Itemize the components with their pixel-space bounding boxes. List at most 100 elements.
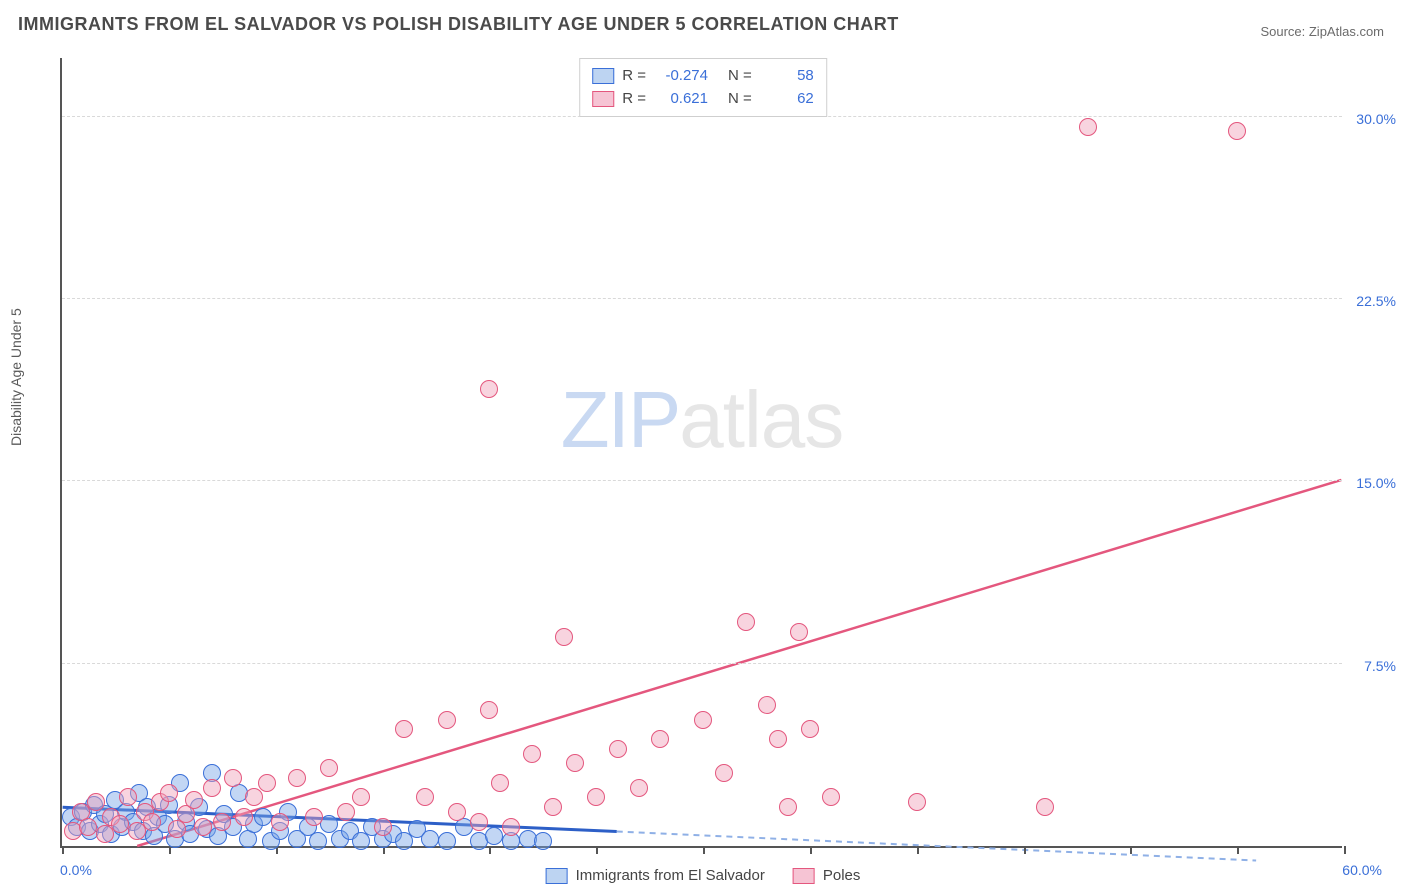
data-point: [111, 815, 129, 833]
data-point: [1228, 122, 1246, 140]
data-point: [288, 769, 306, 787]
data-point: [769, 730, 787, 748]
data-point: [185, 791, 203, 809]
legend-swatch: [592, 68, 614, 84]
data-point: [352, 788, 370, 806]
data-point: [305, 808, 323, 826]
data-point: [235, 808, 253, 826]
data-point: [908, 793, 926, 811]
data-point: [213, 813, 231, 831]
data-point: [416, 788, 434, 806]
y-tick-label: 15.0%: [1356, 475, 1396, 491]
x-tick: [1344, 846, 1346, 854]
data-point: [544, 798, 562, 816]
y-tick-label: 7.5%: [1364, 658, 1396, 674]
data-point: [609, 740, 627, 758]
data-point: [337, 803, 355, 821]
r-value: 0.621: [654, 88, 708, 111]
data-point: [485, 827, 503, 845]
gridline: [62, 298, 1342, 299]
r-value: -0.274: [654, 65, 708, 88]
data-point: [438, 711, 456, 729]
x-tick: [1024, 846, 1026, 854]
x-axis-min-label: 0.0%: [60, 862, 92, 878]
x-axis-max-label: 60.0%: [1342, 862, 1382, 878]
data-point: [790, 623, 808, 641]
n-label: N =: [728, 88, 752, 111]
x-tick: [596, 846, 598, 854]
data-point: [119, 788, 137, 806]
data-point: [694, 711, 712, 729]
data-point: [194, 818, 212, 836]
data-point: [502, 818, 520, 836]
data-point: [801, 720, 819, 738]
data-point: [203, 779, 221, 797]
data-point: [534, 832, 552, 850]
x-tick: [703, 846, 705, 854]
n-value: 62: [760, 88, 814, 111]
x-tick: [62, 846, 64, 854]
data-point: [143, 813, 161, 831]
data-point: [320, 759, 338, 777]
data-point: [480, 701, 498, 719]
legend-swatch: [592, 91, 614, 107]
data-point: [309, 832, 327, 850]
trend-line-extrapolated: [617, 831, 1256, 860]
data-point: [160, 784, 178, 802]
data-point: [822, 788, 840, 806]
x-tick: [917, 846, 919, 854]
data-point: [87, 793, 105, 811]
data-point: [374, 818, 392, 836]
data-point: [421, 830, 439, 848]
n-label: N =: [728, 65, 752, 88]
y-axis-label: Disability Age Under 5: [8, 308, 24, 446]
data-point: [254, 808, 272, 826]
legend-series-label: Immigrants from El Salvador: [576, 867, 765, 884]
legend-correlation-row: R = 0.621 N = 62: [592, 88, 814, 111]
data-point: [715, 764, 733, 782]
data-point: [566, 754, 584, 772]
data-point: [555, 628, 573, 646]
data-point: [737, 613, 755, 631]
data-point: [1079, 118, 1097, 136]
data-point: [438, 832, 456, 850]
gridline: [62, 480, 1342, 481]
x-tick: [1130, 846, 1132, 854]
data-point: [758, 696, 776, 714]
chart-title: IMMIGRANTS FROM EL SALVADOR VS POLISH DI…: [18, 14, 899, 35]
gridline: [62, 663, 1342, 664]
data-point: [523, 745, 541, 763]
x-tick: [169, 846, 171, 854]
legend-series-item: Immigrants from El Salvador: [546, 867, 765, 884]
data-point: [630, 779, 648, 797]
y-tick-label: 30.0%: [1356, 111, 1396, 127]
data-point: [448, 803, 466, 821]
data-point: [224, 769, 242, 787]
data-point: [1036, 798, 1054, 816]
legend-correlation: R =-0.274N =58R =0.621N =62: [579, 58, 827, 117]
data-point: [271, 813, 289, 831]
data-point: [491, 774, 509, 792]
data-point: [587, 788, 605, 806]
data-point: [651, 730, 669, 748]
legend-swatch: [793, 868, 815, 884]
r-label: R =: [622, 65, 646, 88]
legend-correlation-row: R =-0.274N =58: [592, 65, 814, 88]
legend-swatch: [546, 868, 568, 884]
r-label: R =: [622, 88, 646, 111]
source-label: Source: ZipAtlas.com: [1260, 24, 1384, 39]
x-tick: [489, 846, 491, 854]
y-tick-label: 22.5%: [1356, 293, 1396, 309]
data-point: [258, 774, 276, 792]
data-point: [480, 380, 498, 398]
legend-series: Immigrants from El Salvador Poles: [546, 867, 861, 884]
plot-area: ZIPatlas: [60, 58, 1342, 848]
data-point: [470, 813, 488, 831]
x-tick: [1237, 846, 1239, 854]
x-tick: [810, 846, 812, 854]
data-point: [779, 798, 797, 816]
legend-series-label: Poles: [823, 867, 861, 884]
data-point: [245, 788, 263, 806]
data-point: [79, 818, 97, 836]
data-point: [395, 720, 413, 738]
